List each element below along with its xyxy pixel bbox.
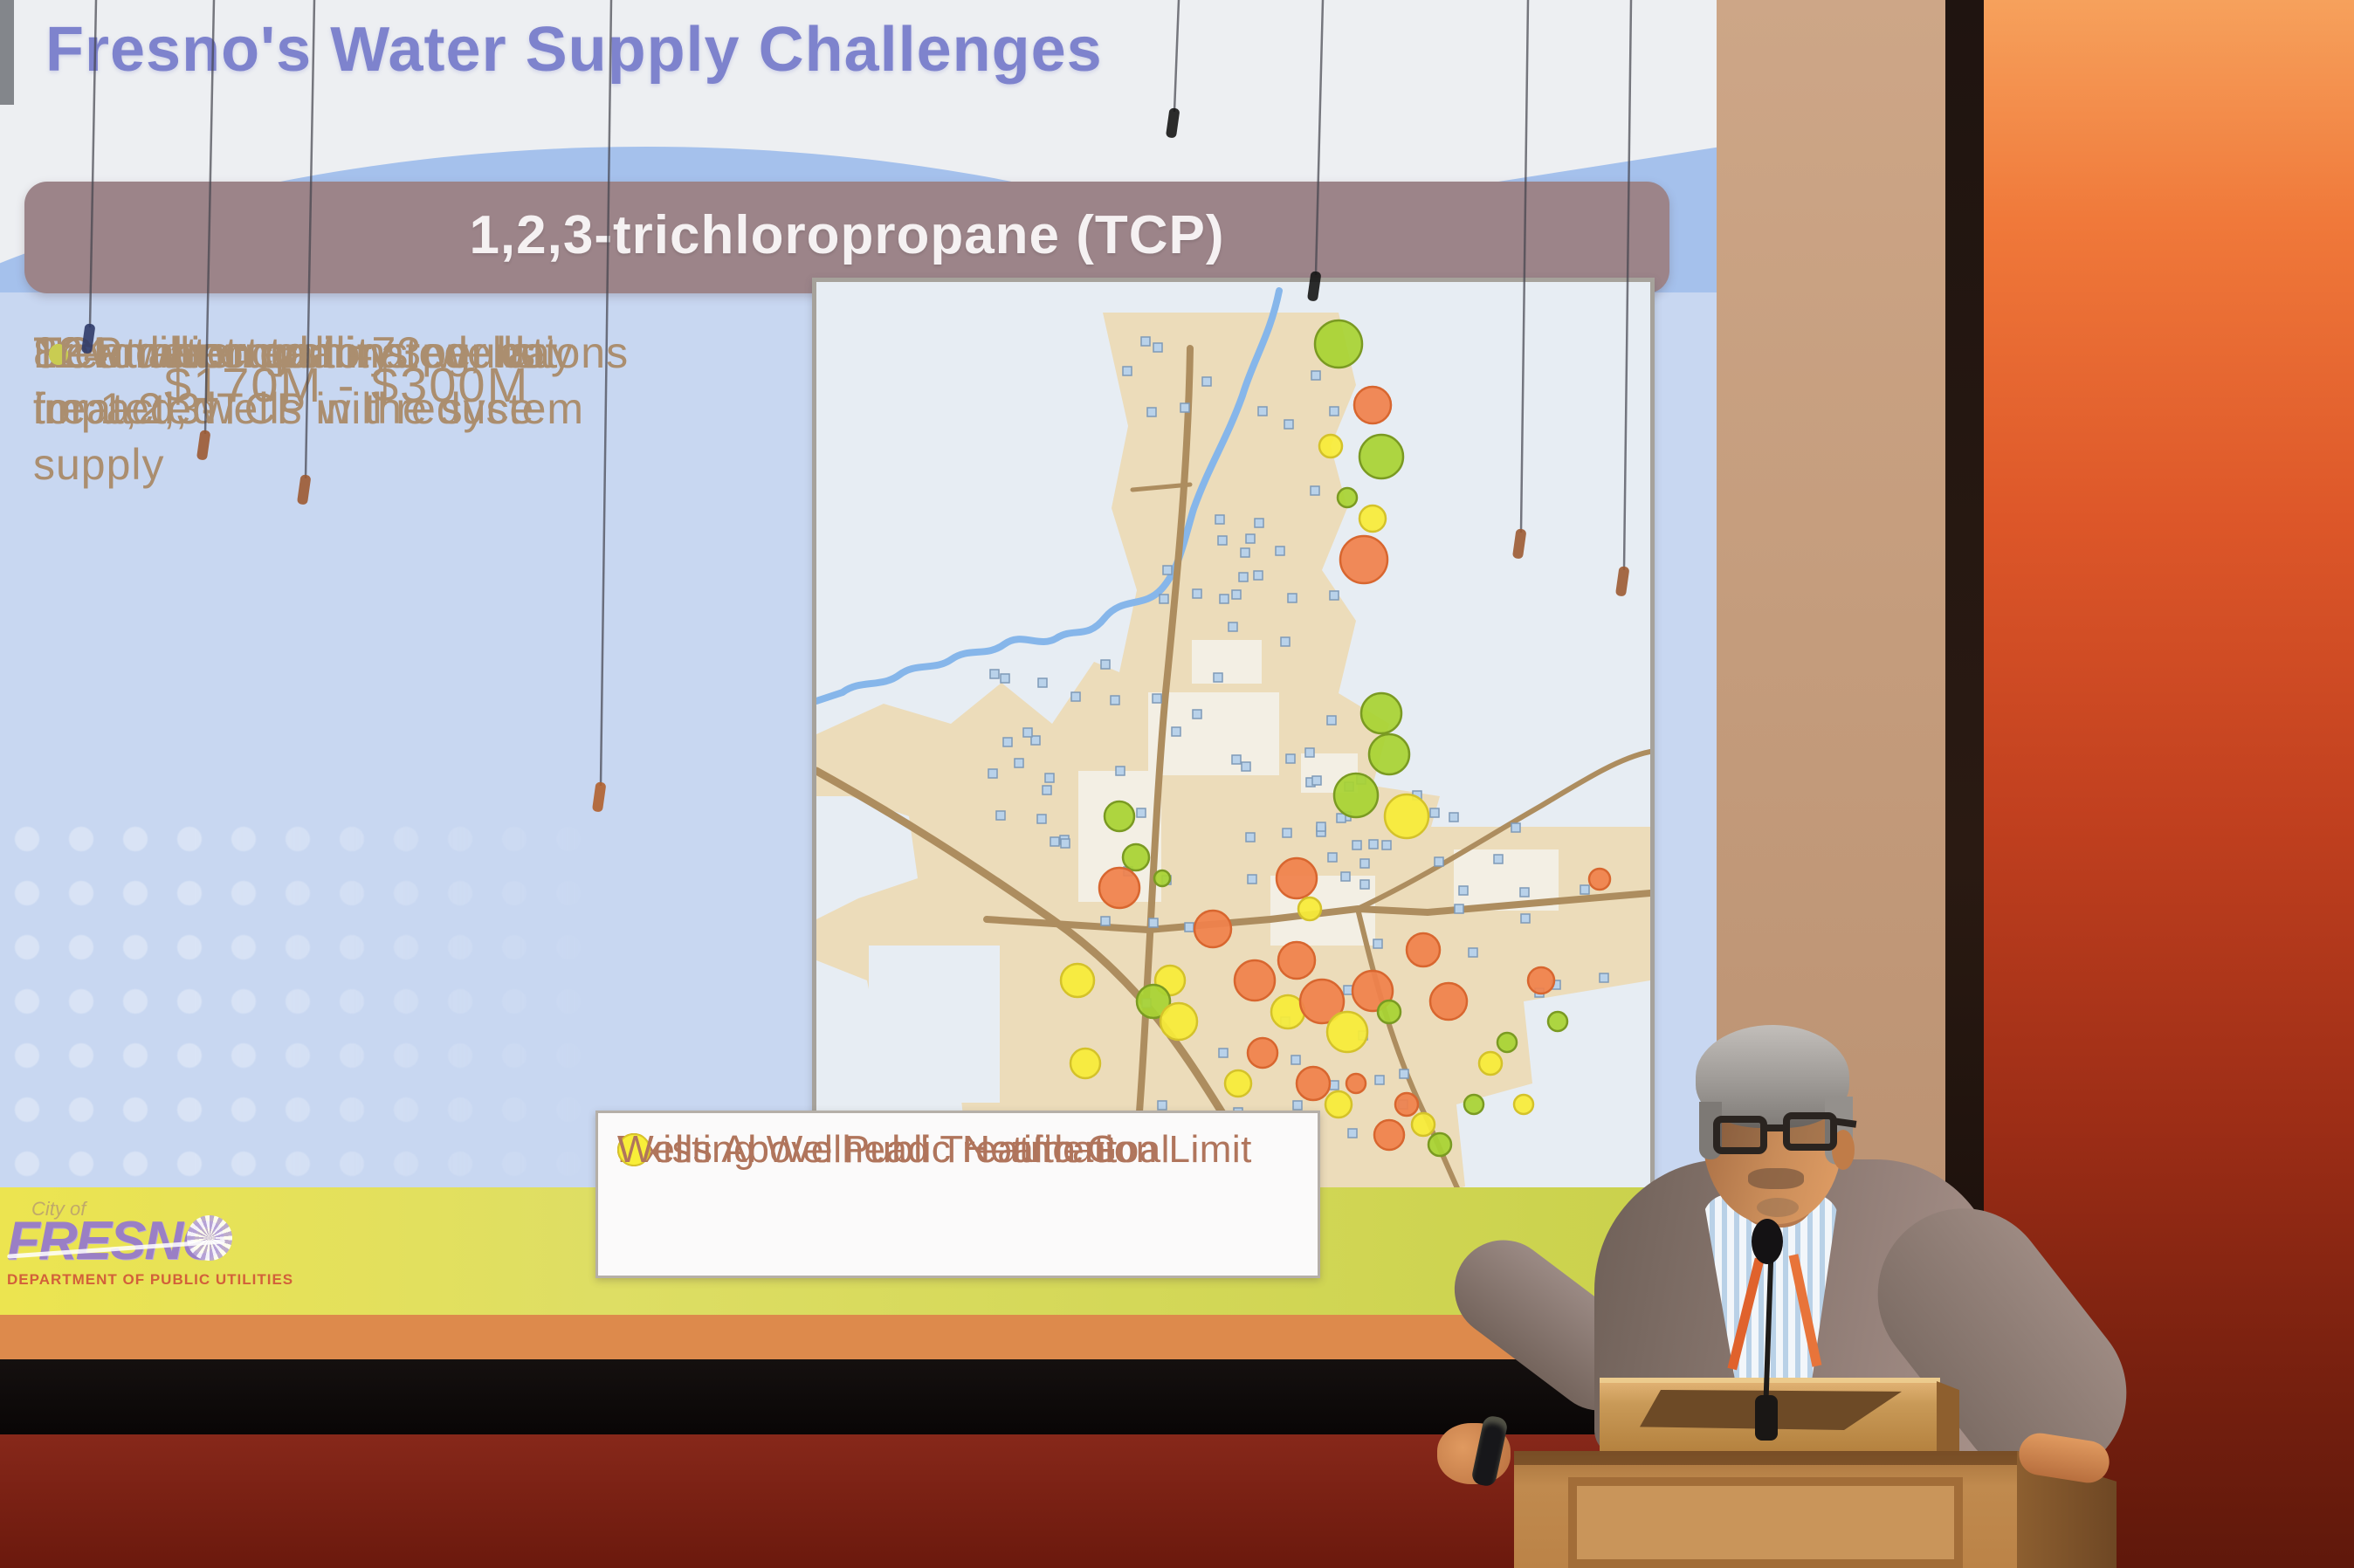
bullet-dot-icon — [49, 344, 68, 365]
bullet-text: 82 total contaminated, not treated, well… — [33, 328, 585, 433]
slide-banner: 1,2,3-trichloropropane (TCP) — [24, 182, 1669, 293]
slide-dot-pattern — [0, 812, 646, 1196]
glasses-bridge — [1764, 1124, 1786, 1131]
banner-text: 1,2,3-trichloropropane (TCP) — [469, 205, 1225, 265]
map-river — [816, 287, 1283, 705]
logo-city-of: City of — [31, 1198, 86, 1220]
legend-label: Existing Wellhead Treatment — [617, 1128, 1118, 1171]
hanging-cables — [81, 0, 1633, 812]
fresno-dpu-logo: City of FRESNO DEPARTMENT OF PUBLIC UTIL… — [7, 1198, 293, 1294]
logo-department-text: DEPARTMENT OF PUBLIC UTILITIES — [7, 1271, 294, 1288]
microphone-icon — [1752, 1219, 1783, 1264]
projector-slide: Fresno's Water Supply Challenges 1,2,3-t… — [0, 0, 1717, 1359]
map-city-area — [816, 313, 1650, 1301]
podium-shadow-rail — [1514, 1451, 2019, 1465]
slide-title: Fresno's Water Supply Challenges — [45, 15, 1103, 85]
screen-corner-shadow — [0, 0, 14, 105]
podium-top-side — [1937, 1381, 1959, 1455]
bullet-text: TCP detected in 73 wells — [33, 328, 537, 377]
logo-pinwheel-icon — [187, 1215, 232, 1261]
glasses-lens — [1713, 1116, 1767, 1154]
legend-dot-yellow-icon — [617, 1133, 650, 1166]
map-legend: Existing Wellhead Treatment Wells Above … — [595, 1111, 1320, 1278]
glasses-lens — [1783, 1112, 1837, 1151]
legend-label: Wells Above Public Notification Limit — [617, 1128, 1252, 1171]
treatment-cost-value: $170M - $300M — [164, 357, 530, 412]
podium-panel — [1568, 1477, 1963, 1568]
bullet-text: 124 million gallons per day impacted — [33, 328, 575, 433]
bullet-text: New water quality regulations for 1,2,3-… — [33, 328, 630, 489]
presenter-goatee — [1757, 1198, 1799, 1217]
legend-label: Wells Above Public Health Goal — [617, 1128, 1170, 1171]
microphone-base — [1755, 1395, 1778, 1441]
slide-footer-stripe — [0, 1315, 1717, 1359]
presenter-mustache — [1748, 1168, 1804, 1189]
